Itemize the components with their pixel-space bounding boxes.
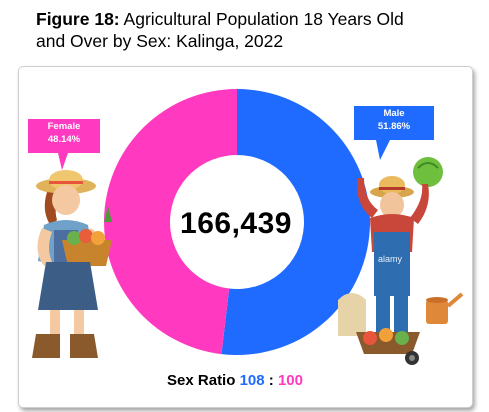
male-callout bbox=[354, 106, 434, 160]
male-slice-percent: 51.86% bbox=[377, 121, 411, 132]
male-farmer-illustration: alamy bbox=[338, 157, 464, 365]
female-slice-label-box: Female 48.14% bbox=[28, 120, 100, 146]
figure-number: Figure 18: bbox=[36, 9, 120, 29]
sex-ratio-label: Sex Ratio bbox=[167, 372, 236, 389]
male-slice-label-box: Male 51.86% bbox=[354, 107, 434, 133]
figure-title-line2: and Over by Sex: Kalinga, 2022 bbox=[36, 31, 284, 51]
female-farmer-illustration bbox=[32, 170, 112, 358]
donut-slice-female bbox=[104, 89, 238, 355]
female-slice-percent: 48.14% bbox=[47, 134, 81, 145]
figure-title: Figure 18: Agricultural Population 18 Ye… bbox=[36, 8, 476, 52]
donut-slice-male bbox=[221, 89, 370, 355]
sex-ratio-female: 100 bbox=[277, 372, 303, 389]
donut-group bbox=[104, 89, 370, 355]
donut-center-total: 166,439 bbox=[180, 207, 292, 240]
sex-ratio-separator: : bbox=[268, 372, 274, 389]
sex-ratio: Sex Ratio 108 : 100 bbox=[110, 372, 360, 389]
figure-title-line1: Agricultural Population 18 Years Old bbox=[123, 9, 404, 29]
female-slice-label: Female bbox=[47, 121, 81, 132]
sex-ratio-male: 108 bbox=[239, 372, 265, 389]
male-slice-label: Male bbox=[383, 108, 405, 119]
female-callout bbox=[28, 119, 100, 170]
watermark-text: alamy bbox=[378, 254, 403, 264]
